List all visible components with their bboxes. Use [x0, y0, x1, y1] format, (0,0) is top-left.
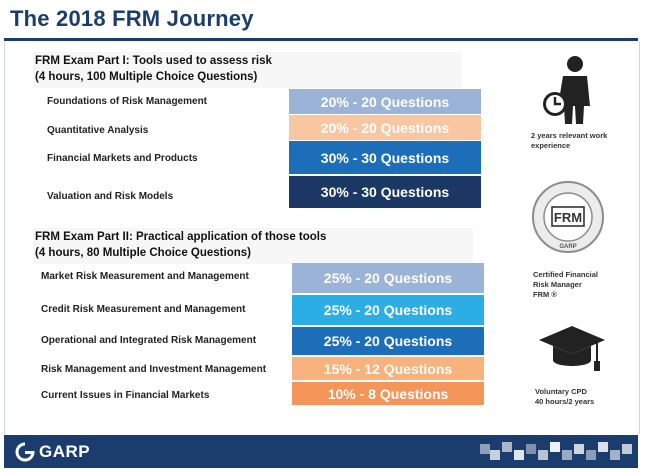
part1-row-bar: 30% - 30 Questions [289, 176, 481, 208]
work-caption-line1: 2 years relevant work [531, 131, 608, 140]
seal-text: FRM [554, 210, 582, 225]
cert-caption: Certified Financial Risk Manager FRM ® [533, 270, 598, 300]
work-caption: 2 years relevant work experience [531, 131, 607, 151]
part2-row-label: Operational and Integrated Risk Manageme… [41, 335, 257, 346]
cert-caption-line2: Risk Manager [533, 280, 582, 289]
part2-row-bar: 25% - 20 Questions [292, 295, 484, 325]
work-caption-line2: experience [531, 141, 571, 150]
part2-row-bar: 10% - 8 Questions [292, 382, 484, 405]
part2-row-bar: 25% - 20 Questions [292, 263, 484, 293]
title-rule [4, 38, 638, 41]
cpd-caption-line2: 40 hours/2 years [535, 397, 595, 406]
blurred-watermark [480, 438, 635, 466]
part1-row-label: Quantitative Analysis [47, 125, 149, 136]
part2-heading-line1: FRM Exam Part II: Practical application … [35, 231, 327, 243]
part2-row-label: Market Risk Measurement and Management [41, 271, 249, 282]
cpd-caption: Voluntary CPD 40 hours/2 years [535, 387, 594, 407]
garp-mark-icon [15, 441, 36, 462]
work-experience-icon [543, 56, 590, 124]
part2-heading-line2: (4 hours, 80 Multiple Choice Questions) [35, 247, 251, 259]
part2-row-label: Credit Risk Measurement and Management [41, 304, 246, 315]
part1-heading-line2: (4 hours, 100 Multiple Choice Questions) [35, 71, 258, 83]
part1-heading-line1: FRM Exam Part I: Tools used to assess ri… [35, 55, 272, 67]
part2-heading: FRM Exam Part II: Practical application … [33, 228, 473, 264]
part1-row-label: Valuation and Risk Models [47, 191, 174, 202]
part1-row-label: Foundations of Risk Management [47, 96, 208, 107]
content-panel: FRM Exam Part I: Tools used to assess ri… [4, 42, 640, 434]
cpd-caption-line1: Voluntary CPD [535, 387, 587, 396]
seal-bottom: GARP [559, 244, 576, 250]
garp-logo-text: GARP [39, 442, 91, 461]
part1-row-bar: 30% - 30 Questions [289, 141, 481, 174]
part1-row-label: Financial Markets and Products [47, 153, 198, 164]
page-title: The 2018 FRM Journey [10, 6, 254, 31]
part2-row-label: Risk Management and Investment Managemen… [41, 364, 267, 375]
part2-row-bar: 25% - 20 Questions [292, 327, 484, 355]
cert-caption-line3: FRM ® [533, 290, 557, 299]
part1-row-bar: 20% - 20 Questions [289, 115, 481, 140]
garp-logo: GARP [14, 441, 90, 463]
part2-row-bar: 15% - 12 Questions [292, 357, 484, 380]
footer-bar: GARP [4, 435, 638, 468]
part2-row-label: Current Issues in Financial Markets [41, 390, 210, 401]
part1-row-bar: 20% - 20 Questions [289, 89, 481, 114]
frm-seal-icon: FRM GARP [532, 181, 604, 253]
part1-heading: FRM Exam Part I: Tools used to assess ri… [33, 52, 462, 88]
graduation-cap-icon [539, 326, 605, 371]
cert-caption-line1: Certified Financial [533, 270, 599, 279]
